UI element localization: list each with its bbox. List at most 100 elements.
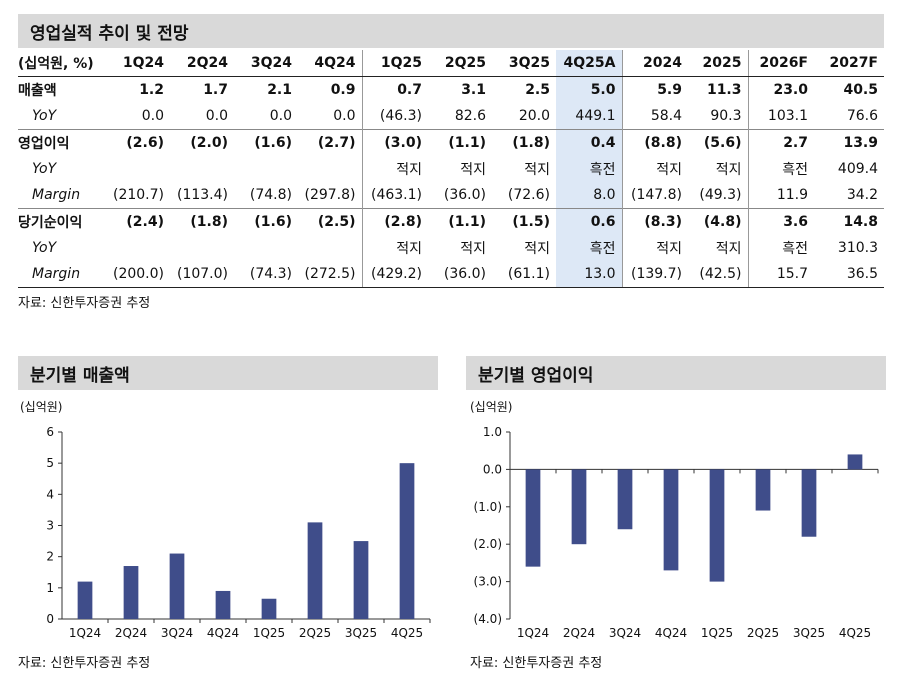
table-cell: 15.7 xyxy=(747,261,814,288)
table-cell: 1.2 xyxy=(139,82,164,98)
table-cell: (72.6) xyxy=(507,187,550,203)
table-cell: 1.7 xyxy=(203,82,228,98)
opincome-bar-chart: (4.0) (3.0) (2.0) (1.0) 0.0 1.0 1Q24 2Q24 3Q24 4Q… xyxy=(474,425,879,640)
table-cell: (5.6) xyxy=(688,129,748,156)
table-cell: 8.0 xyxy=(556,182,622,209)
table-cell: 11.9 xyxy=(747,182,814,209)
table-cell: 58.4 xyxy=(621,103,688,130)
opincome-source: 자료: 신한투자증권 추정 xyxy=(470,656,603,671)
table-row: 당기순이익 (2.4) (1.8) (1.6) (2.5) (2.8) (1.1) (1.5)… xyxy=(18,208,884,235)
header-2025: 2025 xyxy=(688,50,748,77)
table-cell: 적지 xyxy=(361,156,428,182)
table-cell: 5.9 xyxy=(621,76,688,103)
header-4q24: 4Q24 xyxy=(298,50,362,77)
row-label: 당기순이익 xyxy=(18,208,106,235)
table-cell xyxy=(106,156,170,182)
table-cell xyxy=(298,235,362,261)
x-tick-label: 2Q25 xyxy=(747,626,779,640)
revenue-unit-label: (십억원) xyxy=(20,400,63,414)
table-cell: 흑전 xyxy=(556,156,622,182)
header-2q25: 2Q25 xyxy=(428,50,492,77)
y-tick-label: (1.0) xyxy=(474,500,502,514)
x-tick-label: 1Q25 xyxy=(701,626,733,640)
bar-1q25 xyxy=(261,598,277,619)
table-cell: 0.6 xyxy=(556,208,622,235)
table-header-row: (십억원, %) 1Q24 2Q24 3Q24 4Q24 1Q25 2Q25 3Q25 4Q25… xyxy=(18,50,884,77)
row-label: 영업이익 xyxy=(18,129,106,156)
table-source: 자료: 신한투자증권 추정 xyxy=(18,296,151,311)
table-cell: 310.3 xyxy=(837,240,878,256)
bar-4q25 xyxy=(399,463,415,619)
table-cell: (1.1) xyxy=(428,208,492,235)
table-cell: 36.5 xyxy=(814,261,884,288)
table-row: YoY 적지 적지 적지 흑전 적지 적지 흑전 409.4 xyxy=(18,156,884,182)
y-tick-label: (4.0) xyxy=(474,612,502,626)
table-cell: 34.2 xyxy=(846,187,878,203)
table-cell: (36.0) xyxy=(428,261,492,288)
table-cell: 5.0 xyxy=(556,76,622,103)
header-3q24: 3Q24 xyxy=(234,50,298,77)
table-cell: (2.8) xyxy=(361,208,428,235)
bar-3q25 xyxy=(353,541,369,619)
row-label: 매출액 xyxy=(18,83,57,99)
table-cell: 40.5 xyxy=(843,82,878,98)
table-cell: (429.2) xyxy=(361,261,428,288)
table-cell: 13.9 xyxy=(814,129,884,156)
table-cell: 20.0 xyxy=(518,108,550,124)
x-tick-label: 3Q25 xyxy=(345,626,377,640)
table-cell: (8.3) xyxy=(621,208,688,235)
table-cell: (2.0) xyxy=(170,129,234,156)
table-cell: (42.5) xyxy=(688,261,748,288)
opincome-unit-label: (십억원) xyxy=(470,400,513,414)
x-tick-label: 1Q25 xyxy=(253,626,285,640)
table-cell: 3.6 xyxy=(747,208,814,235)
table-cell: (297.8) xyxy=(304,187,356,203)
table-cell: (2.6) xyxy=(106,129,170,156)
opincome-chart-title: 분기별 영업이익 xyxy=(466,356,886,390)
x-tick-label: 2Q24 xyxy=(115,626,147,640)
table-cell: (1.6) xyxy=(234,208,298,235)
bar-2q24 xyxy=(571,469,587,545)
bar-1q24 xyxy=(525,469,541,567)
y-tick-label: 4 xyxy=(46,487,54,501)
table-row: 매출액 1.2 1.7 2.1 0.9 0.7 3.1 2.5 5.0 5.9 11.3 23.0 40… xyxy=(18,76,884,103)
y-tick-label: 1.0 xyxy=(483,425,502,439)
table-cell xyxy=(234,235,298,261)
table-cell: 11.3 xyxy=(706,82,742,98)
revenue-chart-title-text: 분기별 매출액 xyxy=(30,365,130,386)
table-cell: (3.0) xyxy=(361,129,428,156)
bar-4q24 xyxy=(215,590,231,619)
table-title-text: 영업실적 추이 및 전망 xyxy=(30,23,189,44)
table-cell: 적지 xyxy=(715,162,742,178)
table-cell: (463.1) xyxy=(361,182,428,209)
table-cell: (74.8) xyxy=(249,187,292,203)
table-cell: 흑전 xyxy=(556,235,622,261)
table-cell: 적지 xyxy=(621,156,688,182)
bar-2q24 xyxy=(123,566,139,619)
x-tick-label: 1Q24 xyxy=(69,626,101,640)
table-row: Margin (210.7) (113.4) (74.8) (297.8) (463.1)… xyxy=(18,182,884,209)
header-unit: (십억원, %) xyxy=(18,50,106,77)
table-cell: 0.0 xyxy=(333,108,356,124)
header-2026f: 2026F xyxy=(747,50,814,77)
bar-1q25 xyxy=(709,469,725,582)
table-cell: (49.3) xyxy=(699,187,742,203)
table-cell: 적지 xyxy=(460,162,486,178)
x-tick-label: 3Q24 xyxy=(609,626,641,640)
table-cell: 적지 xyxy=(621,235,688,261)
financial-table: (십억원, %) 1Q24 2Q24 3Q24 4Q24 1Q25 2Q25 3Q25 4Q25… xyxy=(18,50,884,288)
x-tick-label: 4Q24 xyxy=(655,626,687,640)
table-cell xyxy=(106,235,170,261)
table-cell: (2.4) xyxy=(106,208,170,235)
header-1q25: 1Q25 xyxy=(361,50,428,77)
table-cell: (1.8) xyxy=(170,208,234,235)
bar-3q24 xyxy=(169,553,185,619)
table-cell: 0.9 xyxy=(330,82,356,98)
table-title: 영업실적 추이 및 전망 xyxy=(18,14,884,48)
table-cell: 449.1 xyxy=(556,103,622,130)
table-cell: 흑전 xyxy=(747,156,814,182)
table-cell: (74.3) xyxy=(234,261,298,288)
table-row: Margin (200.0) (107.0) (74.3) (272.5) (429.2)… xyxy=(18,261,884,288)
row-label: Margin xyxy=(18,261,106,288)
header-4q25a: 4Q25A xyxy=(556,50,622,77)
